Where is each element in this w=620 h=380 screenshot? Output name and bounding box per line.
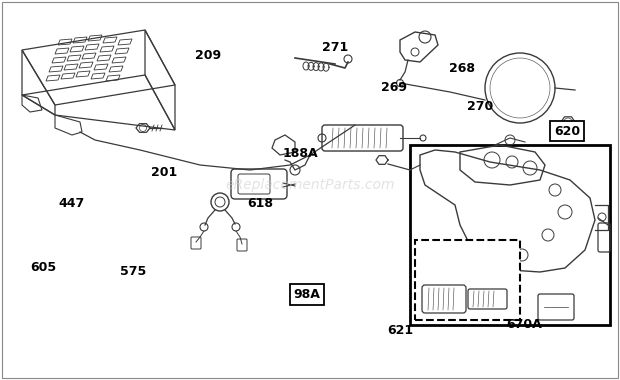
Text: 188A: 188A: [283, 147, 319, 160]
Text: 621: 621: [387, 324, 413, 337]
Bar: [415, 240, 520, 320]
Text: 271: 271: [322, 41, 348, 54]
Text: 605: 605: [30, 261, 56, 274]
Text: 269: 269: [381, 81, 407, 94]
Text: 618: 618: [247, 197, 273, 210]
Text: 447: 447: [58, 197, 84, 210]
Text: 575: 575: [120, 265, 146, 278]
Text: 98A: 98A: [293, 288, 321, 301]
Text: 268: 268: [449, 62, 475, 75]
Text: 209: 209: [195, 49, 221, 62]
Text: 270: 270: [467, 100, 494, 113]
Text: 670A: 670A: [506, 318, 542, 331]
Text: eReplacementParts.com: eReplacementParts.com: [225, 178, 395, 192]
Bar: [410, 145, 610, 325]
Text: 620: 620: [554, 125, 580, 138]
Text: 201: 201: [151, 166, 177, 179]
